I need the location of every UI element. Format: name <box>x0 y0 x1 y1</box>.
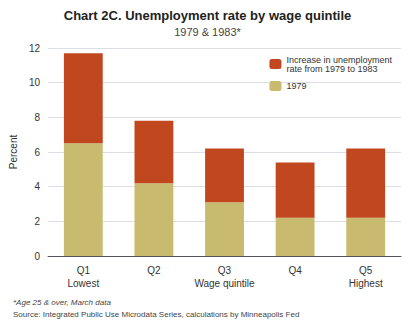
svg-text:0: 0 <box>34 251 40 262</box>
svg-text:Wage quintile: Wage quintile <box>194 278 255 289</box>
svg-text:*Age 25 & over, March data: *Age 25 & over, March data <box>13 298 111 307</box>
svg-text:8: 8 <box>34 112 40 123</box>
svg-text:Source: Integrated Public Use: Source: Integrated Public Use Microdata … <box>13 310 299 319</box>
svg-text:Q3: Q3 <box>218 265 232 276</box>
svg-text:Highest: Highest <box>349 278 383 289</box>
svg-text:6: 6 <box>34 147 40 158</box>
svg-text:Q4: Q4 <box>288 265 302 276</box>
svg-text:4: 4 <box>34 181 40 192</box>
svg-text:Chart 2C. Unemployment rate by: Chart 2C. Unemployment rate by wage quin… <box>64 8 352 23</box>
svg-text:Lowest: Lowest <box>67 278 99 289</box>
svg-text:Q1: Q1 <box>77 265 91 276</box>
svg-text:1979: 1979 <box>286 81 306 91</box>
svg-text:12: 12 <box>29 43 41 54</box>
svg-text:2: 2 <box>34 216 40 227</box>
svg-text:10: 10 <box>29 77 41 88</box>
svg-text:Q5: Q5 <box>359 265 373 276</box>
svg-text:Increase in unemployment: Increase in unemployment <box>286 54 392 65</box>
svg-text:Percent: Percent <box>8 135 19 170</box>
svg-text:Q2: Q2 <box>147 265 161 276</box>
svg-text:1979 & 1983*: 1979 & 1983* <box>174 26 241 38</box>
svg-text:rate from 1979 to 1983: rate from 1979 to 1983 <box>286 64 377 74</box>
